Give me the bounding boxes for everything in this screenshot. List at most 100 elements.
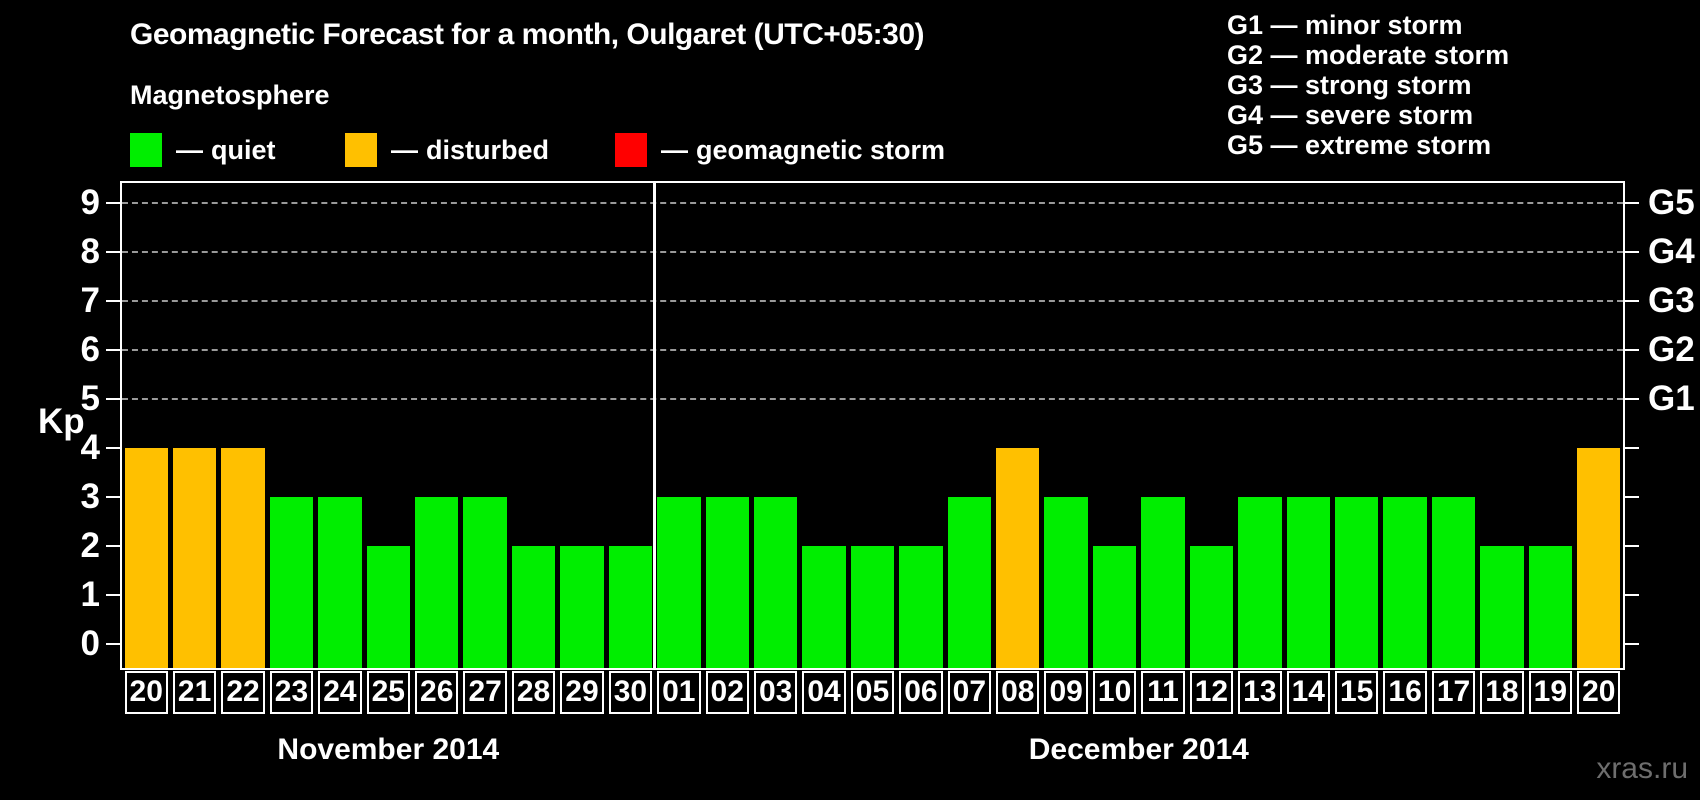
y-axis-label-7: 7 bbox=[80, 280, 100, 320]
g-axis-label-g3: G3 bbox=[1648, 280, 1695, 320]
date-box-november-29: 29 bbox=[560, 671, 604, 714]
y-axis-label-3: 3 bbox=[80, 476, 100, 516]
date-box-november-21: 21 bbox=[172, 671, 217, 714]
right-tick-kp7 bbox=[1625, 299, 1639, 302]
right-tick-kp6 bbox=[1625, 348, 1639, 351]
month-label-november: November 2014 bbox=[277, 733, 500, 766]
right-tick-kp4 bbox=[1625, 446, 1639, 449]
kp-bar-november-27 bbox=[463, 496, 507, 668]
kp-bar-december-18 bbox=[1480, 545, 1524, 668]
date-box-november-23: 23 bbox=[269, 671, 314, 714]
date-box-december-15: 15 bbox=[1334, 671, 1379, 714]
kp-bar-december-11 bbox=[1141, 496, 1185, 668]
kp-bar-december-01 bbox=[657, 496, 701, 668]
kp-bar-december-12 bbox=[1189, 545, 1234, 668]
kp-bar-december-13 bbox=[1238, 496, 1282, 668]
date-box-december-18: 18 bbox=[1480, 671, 1524, 714]
kp-bar-november-23 bbox=[269, 496, 314, 668]
kp-bar-december-02 bbox=[705, 496, 749, 668]
legend-item-storm: — geomagnetic storm bbox=[615, 131, 945, 169]
month-label-december: December 2014 bbox=[1028, 733, 1249, 766]
gridline-kp7 bbox=[122, 299, 1623, 302]
right-tick-kp5 bbox=[1625, 397, 1639, 400]
kp-bar-december-17 bbox=[1431, 496, 1476, 668]
g-legend-line-g3: G3 — strong storm bbox=[1227, 70, 1472, 100]
g-axis-label-g4: G4 bbox=[1648, 231, 1695, 271]
magnetosphere-label: Magnetosphere bbox=[130, 80, 330, 110]
date-box-december-05: 05 bbox=[850, 671, 895, 714]
date-box-december-09: 09 bbox=[1044, 671, 1088, 714]
date-box-november-24: 24 bbox=[318, 671, 362, 714]
kp-bar-november-21 bbox=[172, 447, 217, 668]
date-box-december-12: 12 bbox=[1189, 671, 1234, 714]
quiet-color-swatch bbox=[130, 133, 162, 167]
g-scale-legend: G1 — minor storm G2 — moderate storm G3 … bbox=[1227, 10, 1509, 160]
month-divider bbox=[653, 183, 657, 668]
gridline-kp8 bbox=[122, 250, 1623, 253]
date-box-december-17: 17 bbox=[1431, 671, 1476, 714]
storm-color-swatch bbox=[615, 133, 647, 167]
kp-axis-title: Kp bbox=[38, 402, 85, 442]
watermark: xras.ru bbox=[1596, 752, 1688, 785]
kp-bar-december-08 bbox=[996, 447, 1040, 668]
legend-label-quiet: quiet bbox=[211, 134, 276, 165]
left-tick-kp0 bbox=[106, 642, 120, 645]
date-box-december-08: 08 bbox=[996, 671, 1040, 714]
date-box-november-26: 26 bbox=[415, 671, 459, 714]
kp-bar-december-20 bbox=[1577, 447, 1621, 668]
date-box-december-02: 02 bbox=[705, 671, 749, 714]
left-tick-kp5 bbox=[106, 397, 120, 400]
disturbed-color-swatch bbox=[345, 133, 377, 167]
kp-bar-november-26 bbox=[415, 496, 459, 668]
date-box-december-20: 20 bbox=[1577, 671, 1621, 714]
kp-bar-november-22 bbox=[221, 447, 265, 668]
legend-item-disturbed: — disturbed bbox=[345, 131, 549, 169]
right-tick-kp2 bbox=[1625, 544, 1639, 547]
y-axis-label-4: 4 bbox=[80, 427, 100, 467]
gridline-kp6 bbox=[122, 348, 1623, 351]
kp-bar-november-30 bbox=[608, 545, 653, 668]
date-box-november-27: 27 bbox=[463, 671, 507, 714]
date-box-november-30: 30 bbox=[608, 671, 653, 714]
date-box-december-04: 04 bbox=[802, 671, 846, 714]
chart-title: Geomagnetic Forecast for a month, Oulgar… bbox=[130, 18, 925, 51]
kp-bar-december-06 bbox=[899, 545, 943, 668]
left-tick-kp2 bbox=[106, 544, 120, 547]
date-box-december-10: 10 bbox=[1092, 671, 1137, 714]
legend-label-disturbed: disturbed bbox=[426, 134, 550, 165]
plot-border bbox=[120, 181, 1625, 670]
left-tick-kp3 bbox=[106, 495, 120, 498]
y-axis-label-5: 5 bbox=[80, 378, 100, 418]
legend-dash: — bbox=[391, 134, 418, 165]
gridline-kp9 bbox=[122, 201, 1623, 204]
y-axis-label-0: 0 bbox=[80, 623, 100, 663]
legend-label-storm: geomagnetic storm bbox=[696, 134, 946, 165]
g-legend-line-g1: G1 — minor storm bbox=[1227, 10, 1463, 40]
y-axis-label-2: 2 bbox=[80, 525, 100, 565]
date-box-november-28: 28 bbox=[511, 671, 556, 714]
right-tick-kp8 bbox=[1625, 250, 1639, 253]
y-axis-label-9: 9 bbox=[80, 182, 100, 222]
y-axis-label-8: 8 bbox=[80, 231, 100, 271]
g-legend-line-g4: G4 — severe storm bbox=[1227, 100, 1474, 130]
kp-bar-november-25 bbox=[366, 545, 410, 668]
y-axis-label-6: 6 bbox=[80, 329, 100, 369]
date-box-december-06: 06 bbox=[899, 671, 943, 714]
kp-bar-december-05 bbox=[850, 545, 895, 668]
g-axis-label-g1: G1 bbox=[1648, 378, 1695, 418]
date-box-november-22: 22 bbox=[221, 671, 265, 714]
date-box-december-16: 16 bbox=[1383, 671, 1427, 714]
date-box-december-14: 14 bbox=[1286, 671, 1330, 714]
kp-bar-november-24 bbox=[318, 496, 362, 668]
legend-dash: — bbox=[176, 134, 203, 165]
legend-item-quiet: — quiet bbox=[130, 131, 276, 169]
legend-dash: — bbox=[661, 134, 688, 165]
kp-bar-november-20 bbox=[124, 447, 168, 668]
left-tick-kp4 bbox=[106, 446, 120, 449]
kp-bar-november-29 bbox=[560, 545, 604, 668]
date-box-november-25: 25 bbox=[366, 671, 410, 714]
left-tick-kp1 bbox=[106, 593, 120, 596]
date-box-december-13: 13 bbox=[1238, 671, 1282, 714]
date-box-december-07: 07 bbox=[947, 671, 992, 714]
